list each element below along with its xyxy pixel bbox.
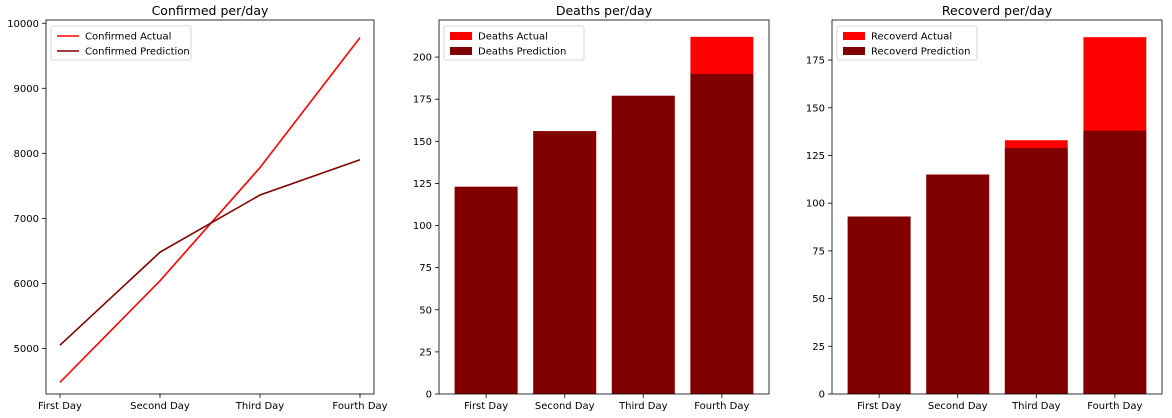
y-tick-label: 10000 <box>7 19 39 30</box>
x-tick-label: Second Day <box>535 401 595 412</box>
bar-series-2-2 <box>926 174 990 394</box>
chart-title: Confirmed per/day <box>152 3 269 18</box>
y-tick-label: 200 <box>413 53 432 64</box>
x-tick-label: First Day <box>857 401 901 412</box>
legend-swatch <box>450 47 472 55</box>
x-tick-label: Second Day <box>130 401 190 412</box>
chart-panel-1: Confirmed per/day 5000 6000 7000 8000 9000 100… <box>7 3 387 412</box>
bar-series-2-4 <box>690 73 754 394</box>
bar-series-2-1 <box>454 186 518 394</box>
chart-title: Deaths per/day <box>556 3 653 18</box>
legend-label: Deaths Actual <box>478 32 548 43</box>
bar-series-2-2 <box>533 131 597 394</box>
y-tick-label: 150 <box>806 103 825 114</box>
legend-label: Deaths Prediction <box>478 47 566 58</box>
legend-box <box>836 25 978 61</box>
plot-frame <box>45 19 375 395</box>
x-tick-label: Fourth Day <box>694 401 749 412</box>
x-tick-label: Third Day <box>618 401 668 412</box>
y-tick-label: 6000 <box>14 279 39 290</box>
legend-label: Confirmed Actual <box>85 32 171 43</box>
x-tick-label: Fourth Day <box>1087 401 1142 412</box>
y-tick-label: 0 <box>819 390 825 401</box>
y-tick-label: 8000 <box>14 149 39 160</box>
legend-swatch <box>843 47 865 55</box>
y-tick-label: 25 <box>419 347 432 358</box>
legend-label: Confirmed Prediction <box>85 47 190 58</box>
x-tick-label: Fourth Day <box>332 401 387 412</box>
y-tick-label: 75 <box>812 246 825 257</box>
x-tick-label: First Day <box>38 401 82 412</box>
y-tick-label: 175 <box>413 95 432 106</box>
y-tick-label: 100 <box>806 199 825 210</box>
plot-frame <box>438 19 770 395</box>
legend-swatch <box>450 32 472 40</box>
legend: Confirmed Actual Confirmed Prediction <box>50 25 192 61</box>
legend-label: Recoverd Actual <box>871 32 952 43</box>
chart-panel-3: Recoverd per/day 0 25 50 75 100 125 150 175 First… <box>806 3 1163 412</box>
x-tick-label: First Day <box>464 401 508 412</box>
chart-title: Recoverd per/day <box>942 3 1053 18</box>
y-tick-label: 50 <box>419 305 432 316</box>
bar-series-2-3 <box>1004 147 1068 394</box>
series-line-2 <box>59 159 361 346</box>
legend-box <box>50 25 192 61</box>
y-tick-label: 100 <box>413 221 432 232</box>
bar-series-2-1 <box>847 216 911 394</box>
y-tick-label: 150 <box>413 137 432 148</box>
y-tick-label: 125 <box>806 151 825 162</box>
x-tick-label: Second Day <box>928 401 988 412</box>
series-line-1 <box>59 37 361 383</box>
y-tick-label: 0 <box>426 390 432 401</box>
y-tick-label: 7000 <box>14 214 39 225</box>
legend-box <box>443 25 585 61</box>
legend: Recoverd Actual Recoverd Prediction <box>836 25 978 61</box>
legend: Deaths Actual Deaths Prediction <box>443 25 585 61</box>
plot-frame <box>831 19 1163 395</box>
y-tick-label: 25 <box>812 342 825 353</box>
y-tick-label: 9000 <box>14 84 39 95</box>
y-tick-label: 5000 <box>14 344 39 355</box>
chart-panel-2: Deaths per/day 0 25 50 75 100 125 150 175 200 Firs… <box>413 3 770 412</box>
x-tick-label: Third Day <box>235 401 285 412</box>
legend-label: Recoverd Prediction <box>871 47 970 58</box>
y-tick-label: 50 <box>812 294 825 305</box>
y-tick-label: 75 <box>419 263 432 274</box>
y-tick-label: 125 <box>413 179 432 190</box>
legend-swatch <box>843 32 865 40</box>
bar-series-2-3 <box>611 95 675 394</box>
y-tick-label: 175 <box>806 56 825 67</box>
x-tick-label: Third Day <box>1011 401 1061 412</box>
bar-series-2-4 <box>1083 130 1147 394</box>
